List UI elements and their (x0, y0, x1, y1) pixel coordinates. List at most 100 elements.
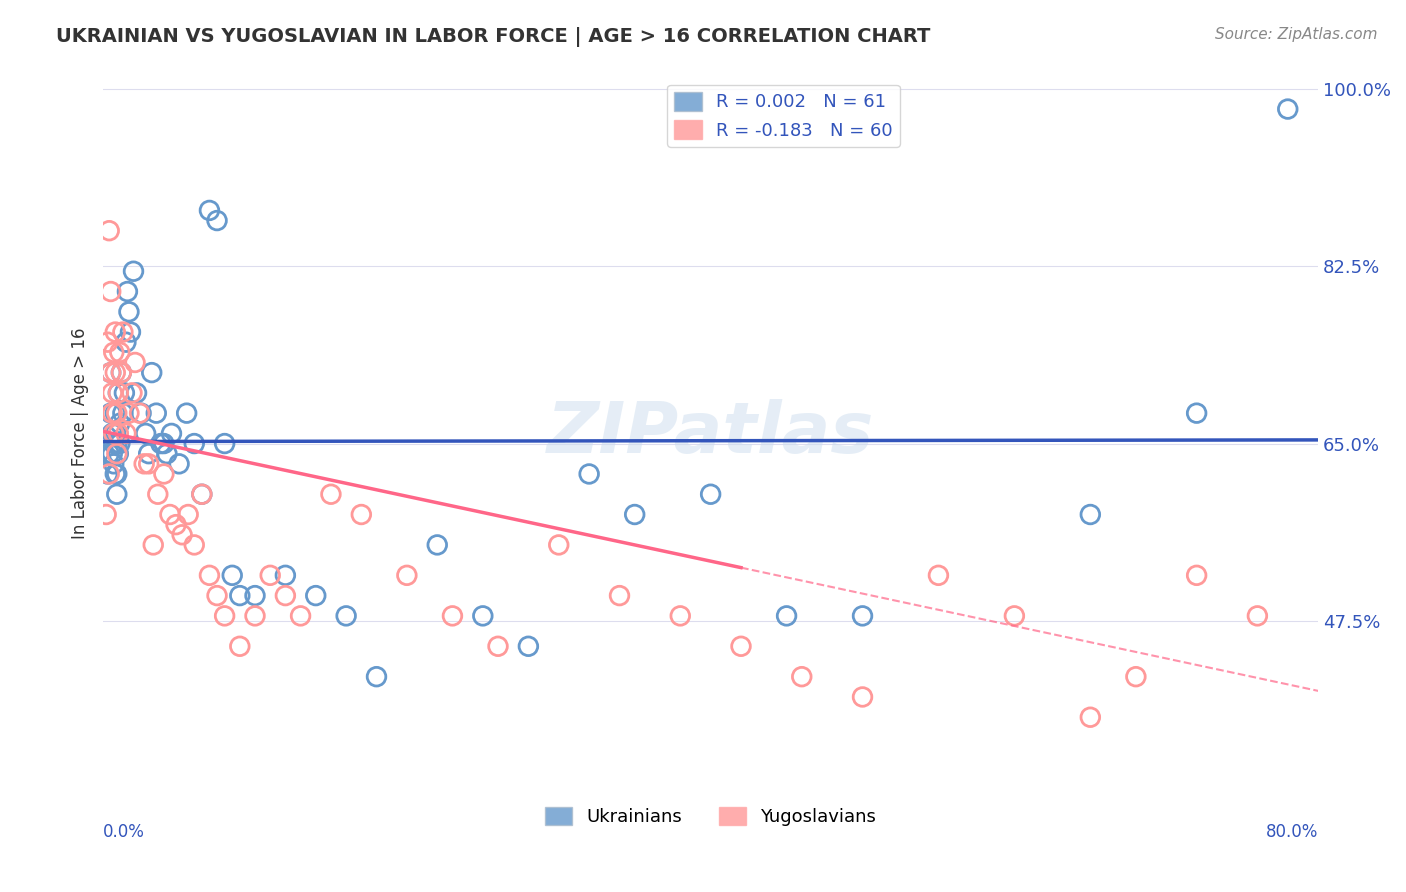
Point (128, 406, 150, 420)
Point (103, 457, 125, 471)
Point (104, 406, 127, 420)
Point (104, 325, 127, 339)
Point (138, 447, 160, 461)
Point (156, 447, 179, 461)
Point (100, 366, 122, 380)
Point (290, 608, 312, 623)
Point (105, 447, 128, 461)
Point (259, 568, 281, 582)
Point (243, 608, 266, 623)
Point (98, 224, 121, 238)
Point (129, 406, 152, 420)
Point (159, 508, 181, 522)
Point (172, 528, 194, 542)
Point (1185, 568, 1208, 582)
Point (111, 406, 134, 420)
Point (141, 366, 163, 380)
Point (229, 589, 252, 603)
Point (609, 589, 631, 603)
Point (165, 517, 187, 532)
Point (103, 436, 125, 450)
Point (395, 568, 418, 582)
Point (547, 538, 569, 552)
Point (730, 640, 752, 654)
Point (108, 436, 131, 450)
Point (100, 366, 122, 380)
Point (229, 640, 252, 654)
Point (623, 508, 645, 522)
Point (112, 385, 135, 400)
Point (927, 568, 949, 582)
Point (319, 487, 342, 501)
Point (104, 467, 127, 481)
Point (1277, 102, 1299, 116)
Point (775, 608, 797, 623)
Point (699, 487, 721, 501)
Text: 80.0%: 80.0% (1265, 823, 1319, 841)
Point (191, 487, 214, 501)
Point (1246, 608, 1268, 623)
Point (115, 426, 138, 441)
Point (101, 447, 124, 461)
Point (214, 436, 236, 450)
Point (205, 213, 228, 227)
Point (426, 538, 449, 552)
Point (167, 457, 190, 471)
Point (107, 385, 129, 400)
Point (124, 355, 146, 369)
Point (97, 335, 120, 350)
Point (517, 640, 540, 654)
Point (122, 264, 145, 278)
Point (183, 538, 205, 552)
Point (146, 487, 169, 501)
Y-axis label: In Labor Force | Age > 16: In Labor Force | Age > 16 (72, 327, 89, 539)
Point (107, 426, 129, 441)
Point (101, 406, 124, 420)
Point (191, 487, 214, 501)
Point (198, 568, 221, 582)
Point (205, 589, 228, 603)
Point (243, 589, 266, 603)
Point (107, 447, 129, 461)
Point (97, 467, 120, 481)
Text: 0.0%: 0.0% (103, 823, 145, 841)
Point (110, 366, 132, 380)
Point (103, 426, 125, 441)
Point (134, 457, 156, 471)
Point (335, 608, 357, 623)
Point (441, 608, 464, 623)
Point (121, 385, 143, 400)
Point (790, 670, 813, 684)
Point (100, 406, 122, 420)
Text: UKRAINIAN VS YUGOSLAVIAN IN LABOR FORCE | AGE > 16 CORRELATION CHART: UKRAINIAN VS YUGOSLAVIAN IN LABOR FORCE … (56, 27, 931, 46)
Point (98, 467, 121, 481)
Text: ZIPatlas: ZIPatlas (547, 399, 875, 468)
Point (110, 366, 132, 380)
Legend: Ukrainians, Yugoslavians: Ukrainians, Yugoslavians (538, 799, 883, 833)
Point (274, 568, 297, 582)
Point (135, 426, 157, 441)
Point (108, 417, 131, 431)
Point (1185, 406, 1208, 420)
Point (274, 589, 297, 603)
Point (198, 203, 221, 218)
Point (1078, 710, 1101, 724)
Point (578, 467, 600, 481)
Point (120, 325, 142, 339)
Point (118, 406, 141, 420)
Point (105, 467, 128, 481)
Point (153, 436, 176, 450)
Text: Source: ZipAtlas.com: Source: ZipAtlas.com (1215, 27, 1378, 42)
Point (366, 670, 388, 684)
Point (851, 608, 873, 623)
Point (118, 305, 141, 319)
Point (111, 325, 134, 339)
Point (471, 608, 494, 623)
Point (183, 436, 205, 450)
Point (108, 345, 131, 359)
Point (176, 406, 198, 420)
Point (125, 385, 148, 400)
Point (350, 508, 373, 522)
Point (153, 467, 176, 481)
Point (214, 608, 236, 623)
